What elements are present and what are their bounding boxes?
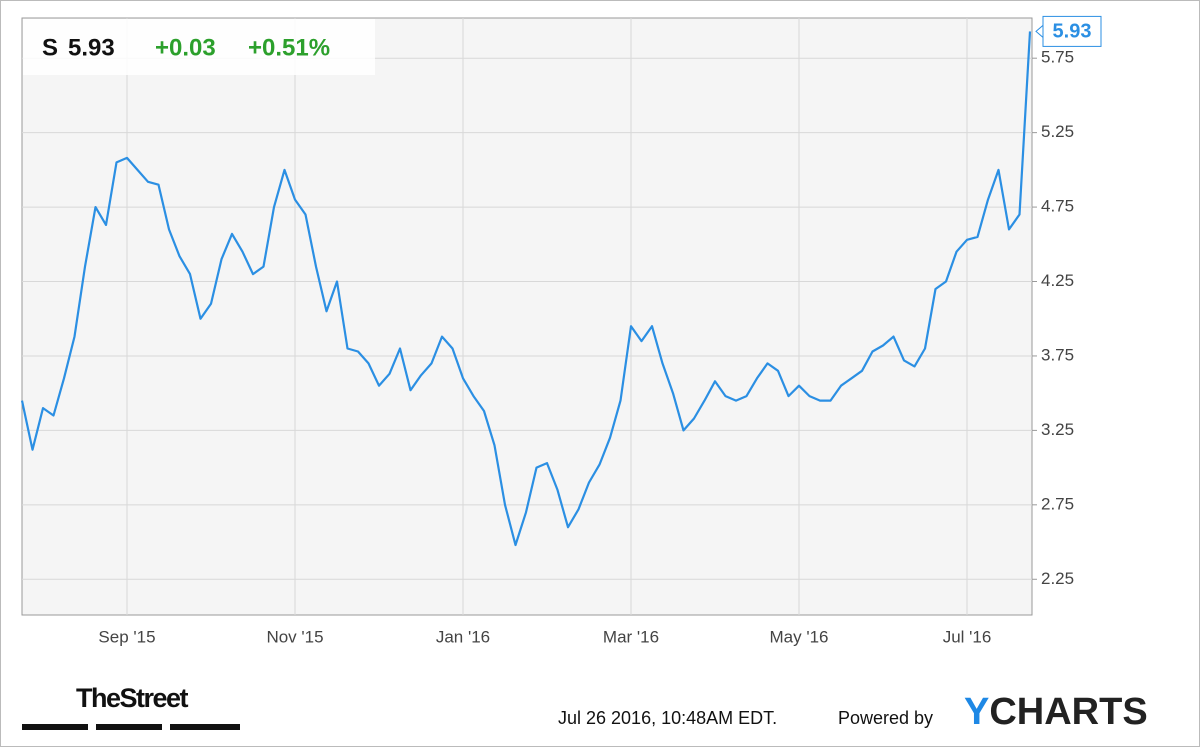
brand-rest: CHARTS: [989, 691, 1147, 733]
change-percent: +0.51%: [248, 34, 330, 61]
brand-first: Y: [964, 691, 989, 733]
y-tick-label: 2.75: [1041, 494, 1074, 513]
y-tick-label: 3.25: [1041, 420, 1074, 439]
header-box: [23, 19, 375, 75]
logo-bar: [22, 724, 88, 730]
logo-bar: [170, 724, 240, 730]
logo-bar: [96, 724, 162, 730]
timestamp: Jul 26 2016, 10:48AM EDT.: [558, 708, 777, 728]
plot-area: [21, 17, 1033, 616]
symbol: S: [42, 34, 58, 61]
x-tick-label: May '16: [770, 627, 829, 646]
powered-by: Powered by: [838, 708, 933, 728]
y-tick-label: 4.25: [1041, 271, 1074, 290]
y-tick-label: 5.75: [1041, 48, 1074, 67]
grid: [22, 18, 1037, 615]
source-logo: TheStreet: [76, 683, 189, 713]
y-tick-label: 5.25: [1041, 122, 1074, 141]
price: 5.93: [68, 34, 115, 61]
marks: [20, 31, 1032, 547]
brand: YCHARTS: [964, 691, 1148, 733]
last-value-box: [1042, 15, 1102, 47]
x-tick-label: Jul '16: [943, 627, 992, 646]
price-line: [20, 31, 1032, 547]
x-tick-label: Nov '15: [266, 627, 323, 646]
y-tick-label: 3.75: [1041, 345, 1074, 364]
y-tick-label: 2.25: [1041, 569, 1074, 588]
x-tick-label: Mar '16: [603, 627, 659, 646]
x-tick-label: Sep '15: [98, 627, 155, 646]
footer: TheStreet Jul 26 2016, 10:48AM EDT. Powe…: [22, 683, 1148, 733]
quote-header: S 5.93 +0.03 +0.51%: [23, 19, 375, 75]
x-tick-label: Jan '16: [436, 627, 490, 646]
last-value-label: 5.93: [1053, 21, 1092, 43]
y-tick-label: 4.75: [1041, 197, 1074, 216]
change: +0.03: [155, 34, 216, 61]
